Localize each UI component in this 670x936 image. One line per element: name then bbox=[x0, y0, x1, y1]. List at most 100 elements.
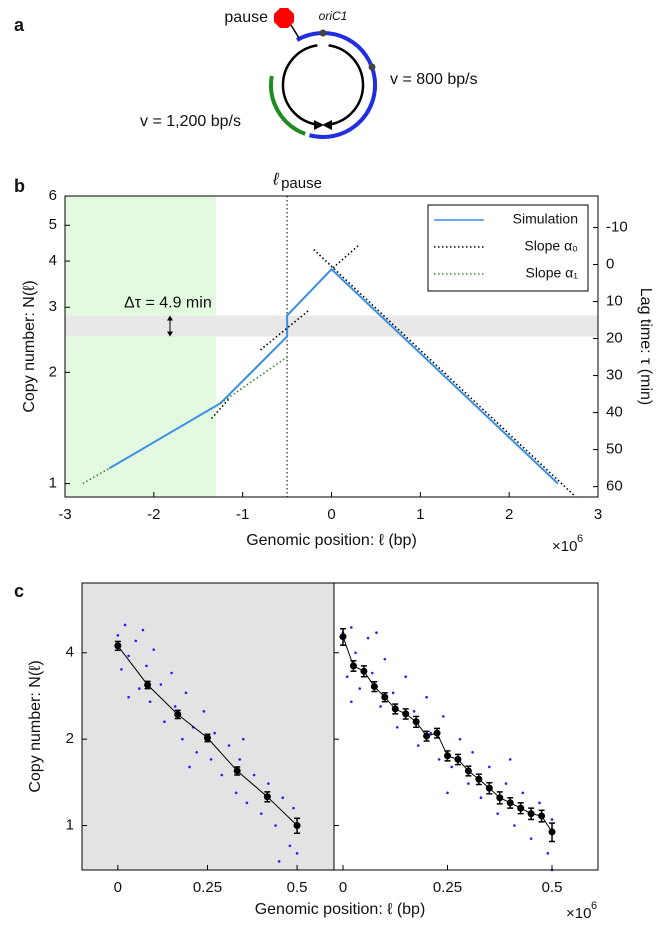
y2-tick-label: 30 bbox=[606, 367, 623, 384]
data-dot bbox=[173, 705, 177, 708]
data-dot bbox=[425, 695, 428, 699]
x-axis-label: Genomic position: ℓ (bp) bbox=[246, 532, 417, 549]
data-dot bbox=[292, 806, 295, 810]
x-tick-label: 1 bbox=[416, 506, 424, 523]
y-axis-label: Copy number: N(ℓ) bbox=[21, 280, 38, 412]
pause-label: pause bbox=[224, 9, 268, 26]
data-dot bbox=[366, 636, 370, 640]
mean-marker bbox=[349, 662, 357, 670]
mean-marker bbox=[485, 784, 493, 792]
y-tick-label: 1 bbox=[66, 817, 74, 834]
data-dot bbox=[188, 765, 191, 769]
mean-marker bbox=[412, 718, 420, 726]
replication-diagram: pause oriC1 v = 800 bp/s v = 1,200 bp/s bbox=[140, 8, 478, 139]
legend-label: Simulation bbox=[513, 211, 578, 227]
data-dot bbox=[267, 782, 270, 785]
x-tick-label: 0.5 bbox=[287, 879, 308, 896]
y-tick-label: 2 bbox=[49, 363, 57, 380]
mean-marker bbox=[263, 793, 271, 801]
data-dot bbox=[446, 791, 449, 795]
data-dot bbox=[375, 631, 378, 634]
arrow-head bbox=[322, 120, 332, 130]
panel-label: b bbox=[14, 176, 25, 196]
data-dot bbox=[274, 824, 277, 827]
data-dot bbox=[295, 852, 299, 855]
data-dot bbox=[127, 695, 130, 699]
y-tick-label: 5 bbox=[49, 216, 57, 233]
origin-label: oriC1 bbox=[319, 9, 348, 23]
y-tick-label: 3 bbox=[49, 298, 57, 315]
data-dot bbox=[288, 844, 292, 848]
x-tick-label: 0.5 bbox=[542, 879, 563, 896]
data-dot bbox=[504, 782, 508, 785]
x-tick-label: 0.25 bbox=[193, 879, 222, 896]
data-dot bbox=[546, 852, 550, 855]
speed-label: v = 800 bp/s bbox=[390, 71, 478, 88]
data-dot bbox=[383, 657, 387, 661]
data-dot bbox=[281, 796, 285, 800]
y2-tick-label: -10 bbox=[606, 218, 628, 235]
data-dot bbox=[442, 715, 445, 718]
x-axis-label: Genomic position: ℓ (bp) bbox=[255, 901, 426, 918]
x-tick-label: 3 bbox=[594, 506, 602, 523]
data-dot bbox=[467, 782, 470, 785]
data-dot bbox=[529, 837, 533, 840]
plot-area bbox=[65, 196, 598, 497]
data-dot bbox=[412, 710, 416, 713]
data-dot bbox=[358, 687, 362, 690]
data-dot bbox=[134, 639, 138, 643]
x-tick-label: 0 bbox=[327, 506, 335, 523]
y2-tick-label: 0 bbox=[606, 255, 614, 272]
mean-marker bbox=[496, 794, 504, 802]
x-multiplier: ×10 bbox=[566, 905, 591, 922]
mean-marker bbox=[517, 804, 525, 812]
mean-marker bbox=[548, 828, 556, 836]
data-dot bbox=[416, 744, 420, 747]
panel-label: c bbox=[14, 581, 24, 601]
mean-marker bbox=[391, 705, 399, 713]
arrow-head bbox=[167, 331, 173, 337]
data-dot bbox=[145, 664, 148, 668]
data-dot bbox=[238, 758, 242, 761]
data-dot bbox=[195, 750, 199, 754]
y2-tick-label: 10 bbox=[606, 292, 623, 309]
data-dot bbox=[479, 796, 483, 800]
data-dot bbox=[550, 818, 554, 821]
x-tick-label: 0 bbox=[114, 879, 122, 896]
x-tick-label: 0.25 bbox=[433, 879, 462, 896]
data-dot bbox=[538, 801, 541, 805]
data-dot bbox=[159, 683, 163, 686]
data-dot bbox=[127, 654, 130, 658]
mean-marker bbox=[433, 729, 441, 737]
data-dot bbox=[350, 626, 353, 629]
mean-marker bbox=[370, 683, 378, 691]
series-line bbox=[210, 245, 577, 497]
data-dot bbox=[123, 623, 127, 627]
data-dot bbox=[242, 737, 245, 741]
mean-marker bbox=[233, 767, 241, 775]
speed-label: v = 1,200 bp/s bbox=[140, 113, 241, 130]
data-dot bbox=[259, 812, 263, 815]
axes-box bbox=[333, 582, 599, 871]
x-multiplier-exponent: 6 bbox=[577, 533, 583, 545]
y2-tick-label: 50 bbox=[606, 441, 623, 458]
data-dot bbox=[116, 634, 120, 637]
data-dot bbox=[391, 691, 395, 695]
green-arc bbox=[269, 75, 306, 136]
pause-pointer bbox=[290, 24, 300, 39]
axes-background bbox=[334, 583, 598, 870]
mean-marker bbox=[174, 710, 182, 718]
data-dot bbox=[496, 812, 499, 815]
data-dot bbox=[227, 744, 231, 747]
series-line bbox=[108, 267, 559, 485]
data-dot bbox=[163, 720, 166, 724]
mean-marker bbox=[381, 693, 389, 701]
arrow-head bbox=[314, 120, 324, 130]
mean-marker bbox=[454, 755, 462, 763]
x-tick-label: 0 bbox=[339, 879, 347, 896]
x-multiplier-exponent: 6 bbox=[591, 900, 597, 912]
x-tick-label: -2 bbox=[147, 506, 160, 523]
data-dot bbox=[396, 725, 399, 729]
origin-dot bbox=[319, 29, 327, 37]
